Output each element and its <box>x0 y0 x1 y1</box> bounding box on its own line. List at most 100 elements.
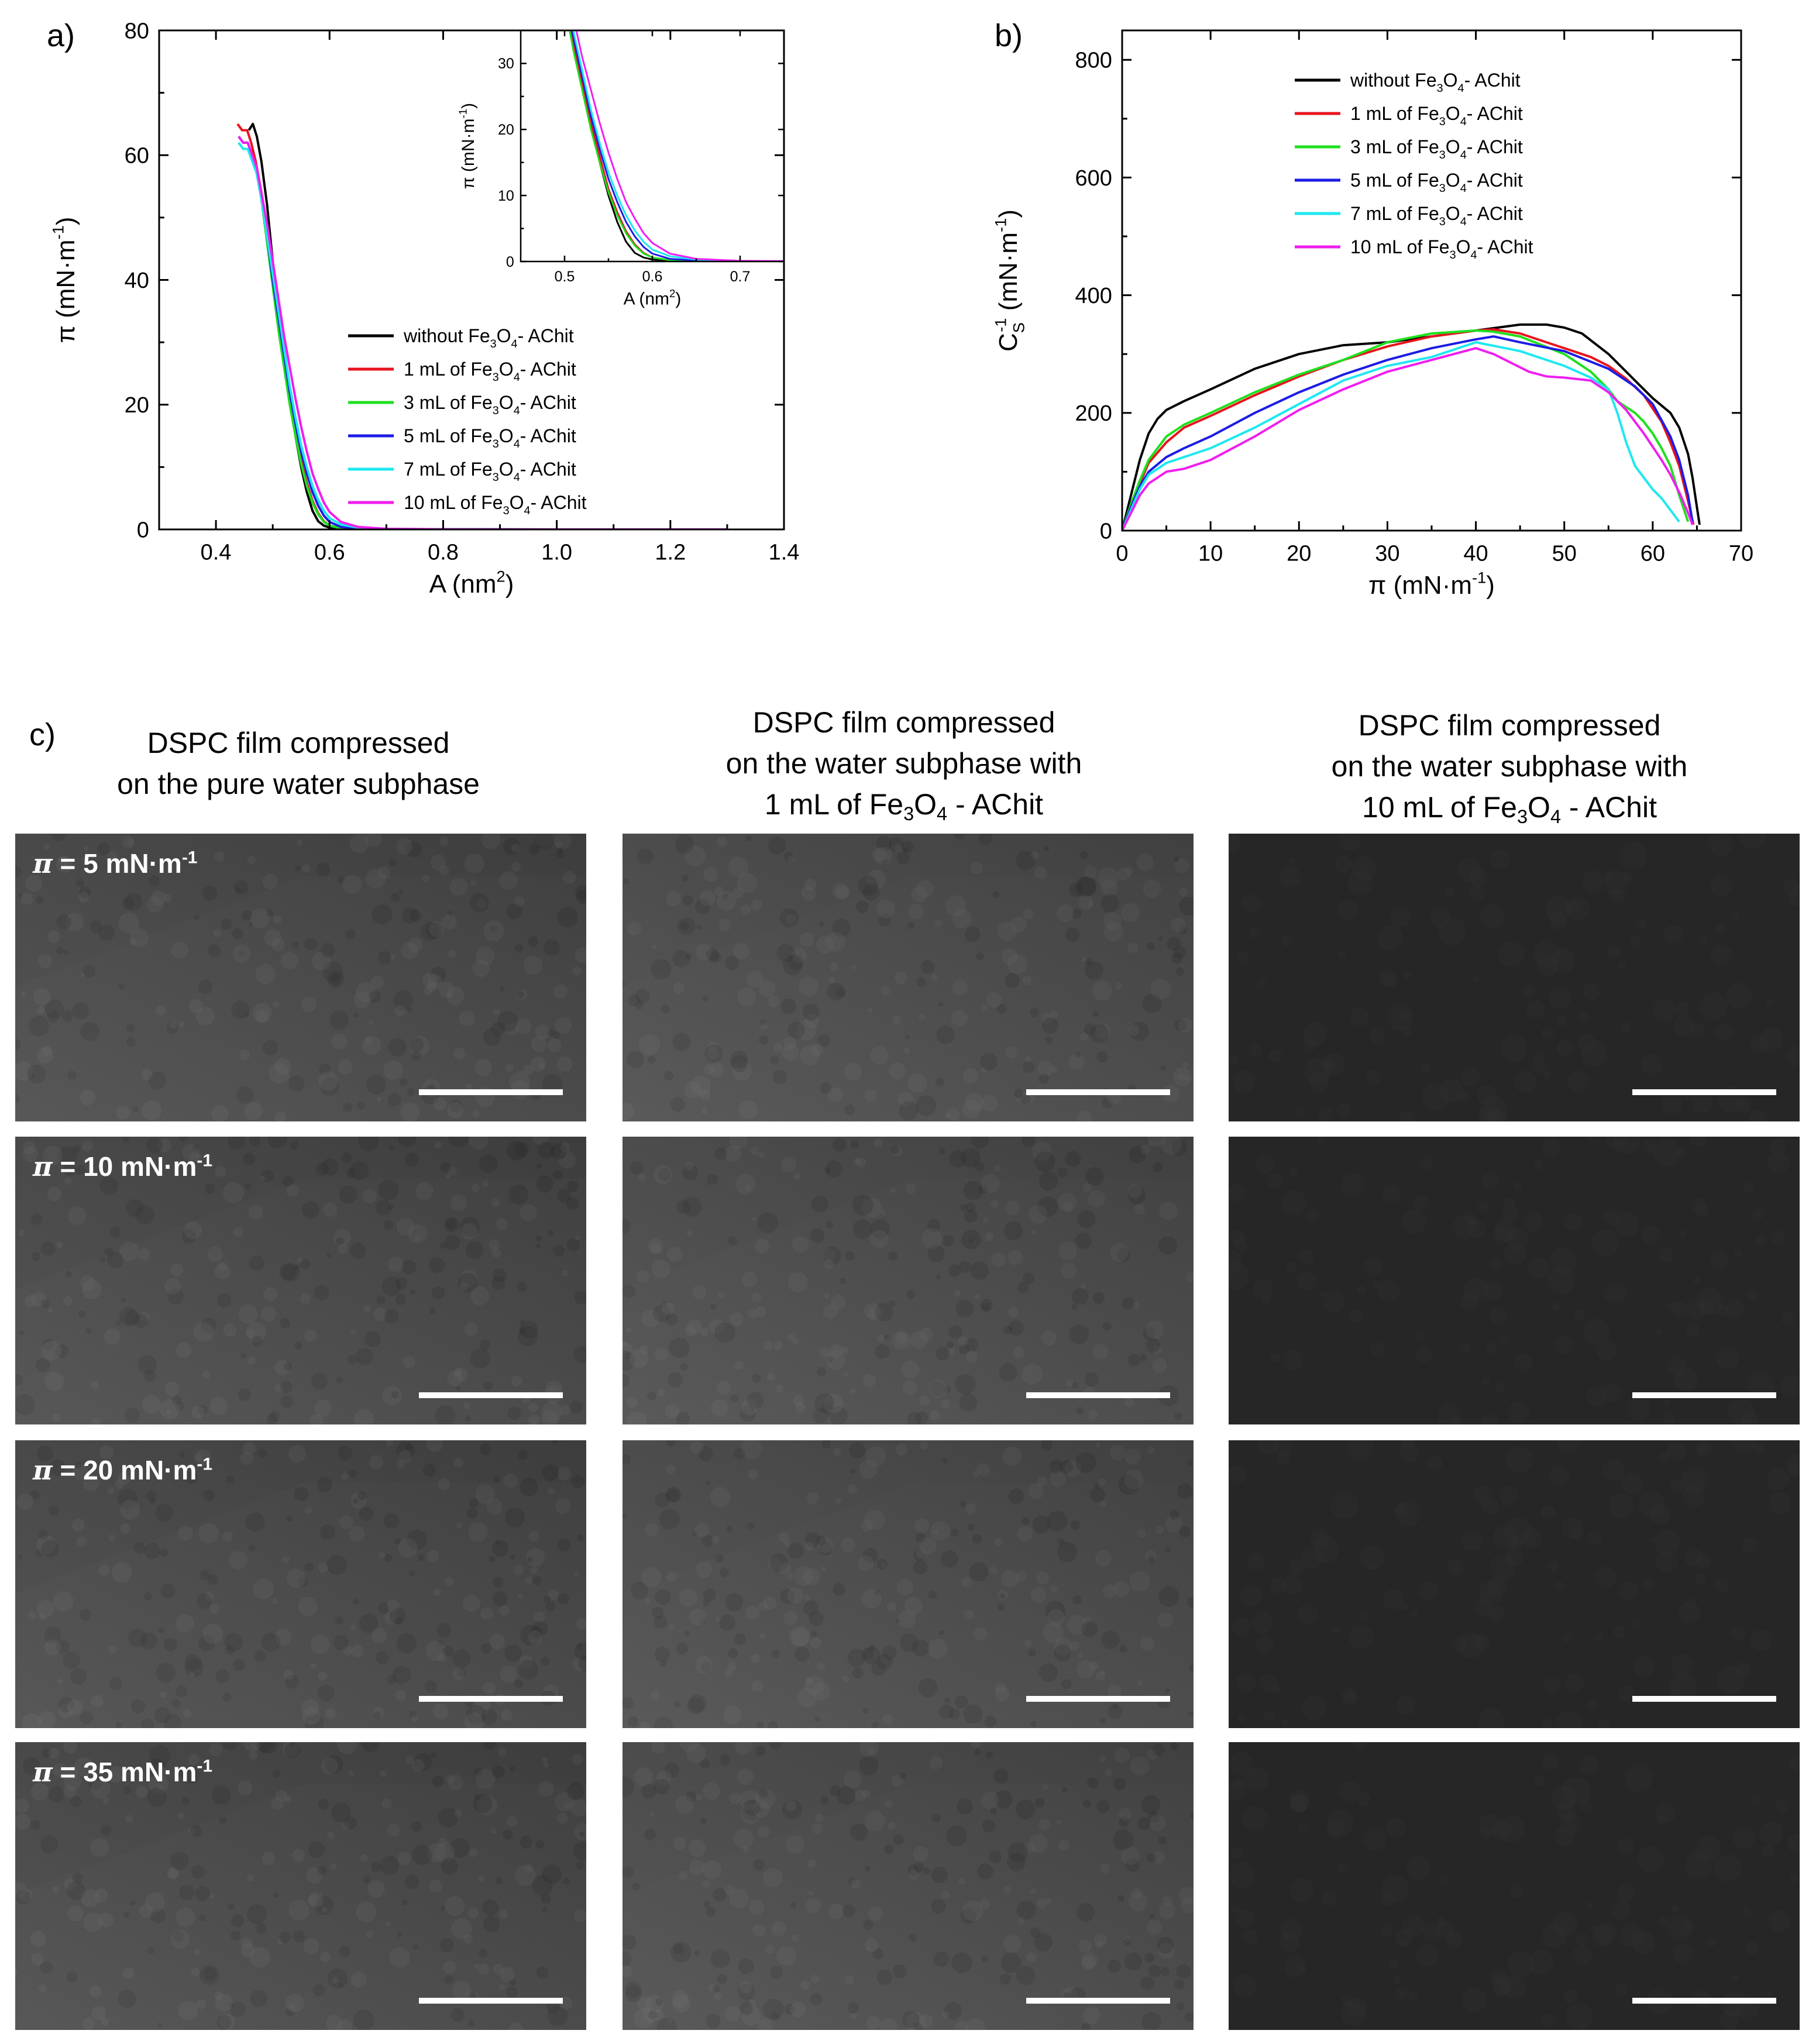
chart-b-xtick-label: 0 <box>1116 541 1128 566</box>
bam-image-r0-c0: π = 5 mN·m-1 <box>15 834 586 1121</box>
chart-b-legend: without Fe3O4- AChit 1 mL of Fe3O4- AChit… <box>1295 70 1533 261</box>
bam-column-caption-1: DSPC film compressed on the water subphas… <box>611 702 1196 834</box>
bam-texture <box>623 1137 1194 1424</box>
chart-b-series-1 <box>1122 328 1695 531</box>
chart-a-inset-ytick-label: 10 <box>498 188 514 204</box>
chart-b-ylabel: CS-1 (mN·m-1) <box>992 209 1028 352</box>
chart-a-inset-ytick-label: 20 <box>498 122 514 138</box>
chart-a-ytick-label: 40 <box>125 269 149 293</box>
bam-image-r2-c0: π = 20 mN·m-1 <box>15 1440 586 1728</box>
chart-a-xtick-label: 0.4 <box>201 540 232 565</box>
chart-a-ytick-label: 80 <box>125 19 149 43</box>
chart-b-ytick-label: 200 <box>1075 401 1112 426</box>
scale-bar <box>1026 1998 1170 2004</box>
chart-b-series-3 <box>1122 335 1694 531</box>
caption-line: 10 mL of Fe3O4 - AChit <box>1362 791 1657 827</box>
chart-a-inset-ylabel: π (mN·m-1) <box>456 103 478 189</box>
bam-image-r3-c1 <box>623 1742 1194 2030</box>
chart-a-xtick-label: 1.0 <box>541 540 572 565</box>
bam-image-r0-c1 <box>623 834 1194 1121</box>
bam-column-caption-2: DSPC film compressed on the water subphas… <box>1217 705 1802 837</box>
chart-a-legend-label-5: 10 mL of Fe3O4- AChit <box>404 492 587 517</box>
chart-a-inset-series-2 <box>569 30 784 261</box>
bam-texture <box>1229 1137 1800 1424</box>
chart-b-legend-label-1: 1 mL of Fe3O4- AChit <box>1350 103 1523 128</box>
chart-a-legend-label-3: 5 mL of Fe3O4- AChit <box>404 425 576 450</box>
chart-b-series-4 <box>1122 341 1680 531</box>
caption-line: DSPC film compressed <box>147 727 450 759</box>
scale-bar <box>1026 1392 1170 1398</box>
chart-a-xtick-label: 0.6 <box>314 540 345 565</box>
caption-line: DSPC film compressed <box>752 706 1055 739</box>
scale-bar <box>1026 1696 1170 1702</box>
chart-b-xtick-label: 40 <box>1463 541 1488 566</box>
chart-a-inset-xtick-label: 0.5 <box>555 269 575 285</box>
chart-a-inset-xtick-label: 0.6 <box>642 269 663 285</box>
chart-b-xtick-label: 50 <box>1552 541 1577 566</box>
chart-a-ytick-label: 60 <box>125 144 149 168</box>
chart-b-legend-label-0: without Fe3O4- AChit <box>1350 70 1521 95</box>
scale-bar <box>419 1696 563 1702</box>
chart-b-series <box>1122 323 1701 531</box>
panel-c-label: c) <box>29 717 56 752</box>
chart-b-legend-label-2: 3 mL of Fe3O4- AChit <box>1350 136 1523 161</box>
bam-image-r1-c0: π = 10 mN·m-1 <box>15 1137 586 1424</box>
bam-image-r3-c0: π = 35 mN·m-1 <box>15 1742 586 2030</box>
caption-line: on the water subphase with <box>725 747 1082 780</box>
chart-a-inset-series-0 <box>572 30 784 261</box>
chart-b-legend-label-3: 5 mL of Fe3O4- AChit <box>1350 170 1523 195</box>
chart-b-xtick-label: 70 <box>1729 541 1753 566</box>
chart-a-inset: 0.5 0.6 0.7 0 10 20 30 A (nm2) π (mN·m-1) <box>456 29 785 309</box>
bam-image-r3-c2 <box>1229 1742 1800 2030</box>
caption-line: on the water subphase with <box>1331 750 1688 783</box>
chart-a-inset-ytick-label: 0 <box>506 254 514 270</box>
bam-texture <box>1229 1742 1800 2030</box>
chart-a-inset-series-5 <box>575 30 784 261</box>
chart-b-legend-label-4: 7 mL of Fe3O4- AChit <box>1350 203 1523 228</box>
chart-b-xlabel: π (mN·m-1) <box>1368 568 1495 599</box>
surface-pressure-label: π = 10 mN·m-1 <box>33 1151 213 1182</box>
chart-a-inset-series-4 <box>572 30 784 261</box>
caption-line: DSPC film compressed <box>1358 709 1661 742</box>
scale-bar <box>419 1392 563 1398</box>
chart-b-series-5 <box>1122 347 1694 531</box>
chart-a-legend-label-0: without Fe3O4- AChit <box>403 325 574 350</box>
caption-line: 1 mL of Fe3O4 - AChit <box>764 788 1044 824</box>
scale-bar <box>419 1089 563 1095</box>
bam-texture <box>1229 834 1800 1121</box>
bam-column-caption-0: DSPC film compressed on the pure water su… <box>6 722 591 804</box>
chart-a-legend-label-1: 1 mL of Fe3O4- AChit <box>404 359 576 384</box>
chart-b: 0 10 20 30 40 50 60 70 0 200 400 600 800 π (mN·m-1) CS… <box>992 29 1753 600</box>
chart-a-xtick-label: 1.4 <box>769 540 800 565</box>
caption-line: on the pure water subphase <box>117 768 480 800</box>
bam-texture <box>623 834 1194 1121</box>
bam-image-r1-c2 <box>1229 1137 1800 1424</box>
surface-pressure-label: π = 35 mN·m-1 <box>33 1756 213 1788</box>
chart-a-inset-series-1 <box>570 30 784 261</box>
bam-image-r2-c1 <box>623 1440 1194 1728</box>
bam-texture <box>15 1742 586 2030</box>
chart-a-inset-series-3 <box>570 30 784 261</box>
chart-a-legend-label-2: 3 mL of Fe3O4- AChit <box>404 392 576 417</box>
bam-texture <box>623 1440 1194 1728</box>
bam-texture <box>15 1137 586 1424</box>
scale-bar <box>1632 1089 1776 1095</box>
surface-pressure-label: π = 5 mN·m-1 <box>33 848 198 879</box>
bam-image-r2-c2 <box>1229 1440 1800 1728</box>
chart-a-inset-series <box>569 30 784 261</box>
bam-image-r1-c1 <box>623 1137 1194 1424</box>
chart-b-ytick-label: 400 <box>1075 284 1112 308</box>
chart-a-ytick-label: 0 <box>137 518 149 542</box>
chart-a-legend-label-4: 7 mL of Fe3O4- AChit <box>404 459 576 484</box>
panel-a-label: a) <box>47 18 75 53</box>
chart-a-ytick-label: 20 <box>125 393 149 418</box>
chart-a-xlabel: A (nm2) <box>429 567 514 598</box>
chart-b-xtick-label: 60 <box>1641 541 1665 566</box>
chart-a-ylabel: π (mN·m-1) <box>49 217 80 343</box>
chart-a: 0.4 0.6 0.8 1.0 1.2 1.4 0 20 40 60 80 A (nm2) π (mN·… <box>49 19 800 598</box>
chart-b-ytick-label: 800 <box>1075 49 1112 73</box>
chart-a-xtick-label: 0.8 <box>428 540 459 565</box>
bam-texture <box>623 1742 1194 2030</box>
chart-a-legend: without Fe3O4- AChit 1 mL of Fe3O4- AChit… <box>348 325 587 517</box>
scale-bar <box>1632 1998 1776 2004</box>
